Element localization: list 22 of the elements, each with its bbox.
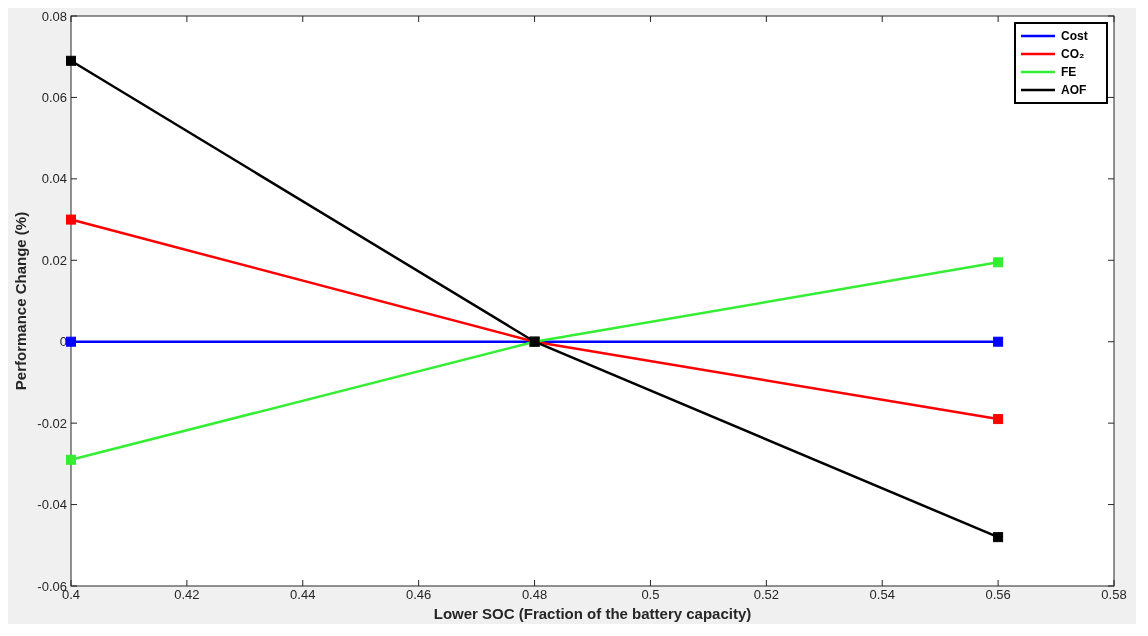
y-tick-label: 0 [59,334,67,350]
y-tick-label: 0.08 [41,8,67,24]
y-tick-label: 0.02 [41,252,67,268]
x-tick-label: 0.42 [174,587,200,602]
x-tick-label: 0.5 [641,587,660,602]
y-tick-label: 0.04 [41,171,67,187]
legend-label: Cost [1061,29,1088,44]
x-tick-label: 0.56 [985,587,1011,602]
y-tick-label: -0.04 [37,497,67,513]
legend-label: AOF [1061,83,1087,98]
y-tick-label: -0.02 [37,415,67,431]
x-tick-label: 0.44 [290,587,316,602]
x-tick-label: 0.46 [406,587,432,602]
legend-label: CO₂ [1061,47,1085,62]
legend-label: FE [1061,65,1077,80]
y-axis-title: Performance Change (%) [12,211,29,391]
x-tick-label: 0.54 [869,587,895,602]
x-axis-title: Lower SOC (Fraction of the battery capacity) [433,605,752,622]
x-tick-label: 0.58 [1101,587,1127,602]
x-tick-label: 0.48 [521,587,548,602]
y-tick-label: 0.06 [41,89,67,105]
x-tick-label: 0.52 [753,587,779,602]
